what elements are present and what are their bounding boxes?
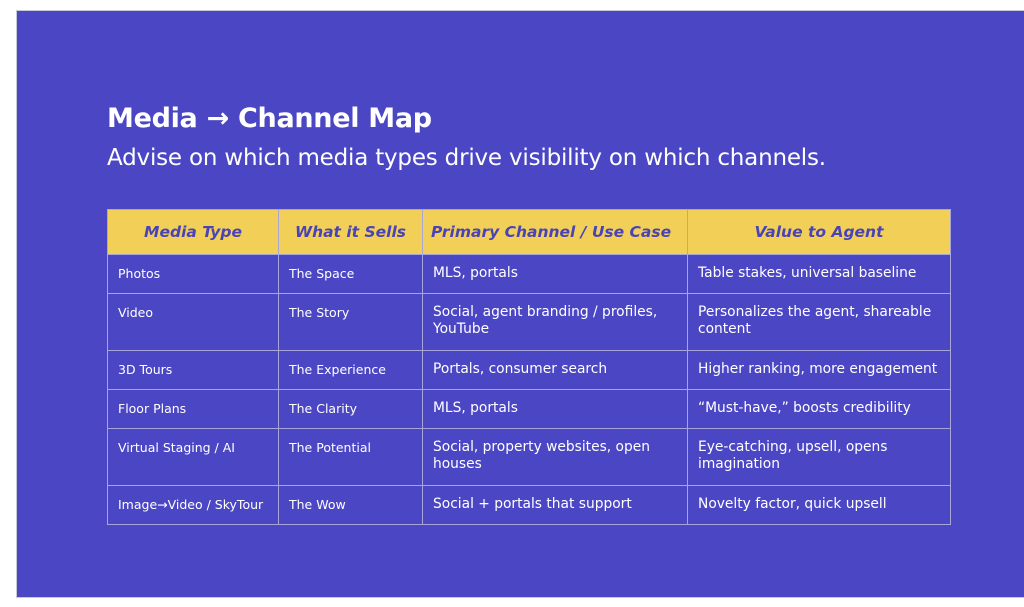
table-row: Video The Story Social, agent branding /… [107, 293, 951, 351]
cell-media-type: Video [107, 293, 279, 351]
cell-value-to-agent: Personalizes the agent, shareable conten… [687, 293, 951, 351]
cell-primary-channel: Social, agent branding / profiles, YouTu… [422, 293, 688, 351]
cell-what-it-sells: The Experience [278, 350, 423, 390]
header-what-it-sells: What it Sells [278, 209, 423, 255]
cell-what-it-sells: The Clarity [278, 389, 423, 429]
cell-what-it-sells: The Story [278, 293, 423, 351]
header-media-type: Media Type [107, 209, 279, 255]
header-primary-channel: Primary Channel / Use Case [422, 209, 688, 255]
table-row: 3D Tours The Experience Portals, consume… [107, 350, 951, 390]
cell-primary-channel: MLS, portals [422, 389, 688, 429]
cell-media-type: 3D Tours [107, 350, 279, 390]
cell-primary-channel: MLS, portals [422, 254, 688, 294]
table-row: Image→Video / SkyTour The Wow Social + p… [107, 485, 951, 525]
cell-media-type: Floor Plans [107, 389, 279, 429]
cell-value-to-agent: Table stakes, universal baseline [687, 254, 951, 294]
cell-what-it-sells: The Wow [278, 485, 423, 525]
cell-media-type: Image→Video / SkyTour [107, 485, 279, 525]
slide: Media → Channel Map Advise on which medi… [16, 10, 1024, 598]
cell-what-it-sells: The Space [278, 254, 423, 294]
table-row: Floor Plans The Clarity MLS, portals “Mu… [107, 389, 951, 429]
cell-value-to-agent: “Must-have,” boosts credibility [687, 389, 951, 429]
table-header-row: Media Type What it Sells Primary Channel… [107, 209, 951, 255]
media-channel-table: Media Type What it Sells Primary Channel… [107, 209, 951, 525]
cell-primary-channel: Portals, consumer search [422, 350, 688, 390]
cell-primary-channel: Social, property websites, open houses [422, 428, 688, 486]
slide-title: Media → Channel Map [107, 103, 432, 134]
table-row: Photos The Space MLS, portals Table stak… [107, 254, 951, 294]
cell-what-it-sells: The Potential [278, 428, 423, 486]
cell-value-to-agent: Higher ranking, more engagement [687, 350, 951, 390]
header-value-to-agent: Value to Agent [687, 209, 951, 255]
cell-media-type: Virtual Staging / AI [107, 428, 279, 486]
cell-media-type: Photos [107, 254, 279, 294]
cell-primary-channel: Social + portals that support [422, 485, 688, 525]
cell-value-to-agent: Novelty factor, quick upsell [687, 485, 951, 525]
cell-value-to-agent: Eye-catching, upsell, opens imagination [687, 428, 951, 486]
slide-subtitle: Advise on which media types drive visibi… [107, 145, 826, 171]
table-row: Virtual Staging / AI The Potential Socia… [107, 428, 951, 486]
